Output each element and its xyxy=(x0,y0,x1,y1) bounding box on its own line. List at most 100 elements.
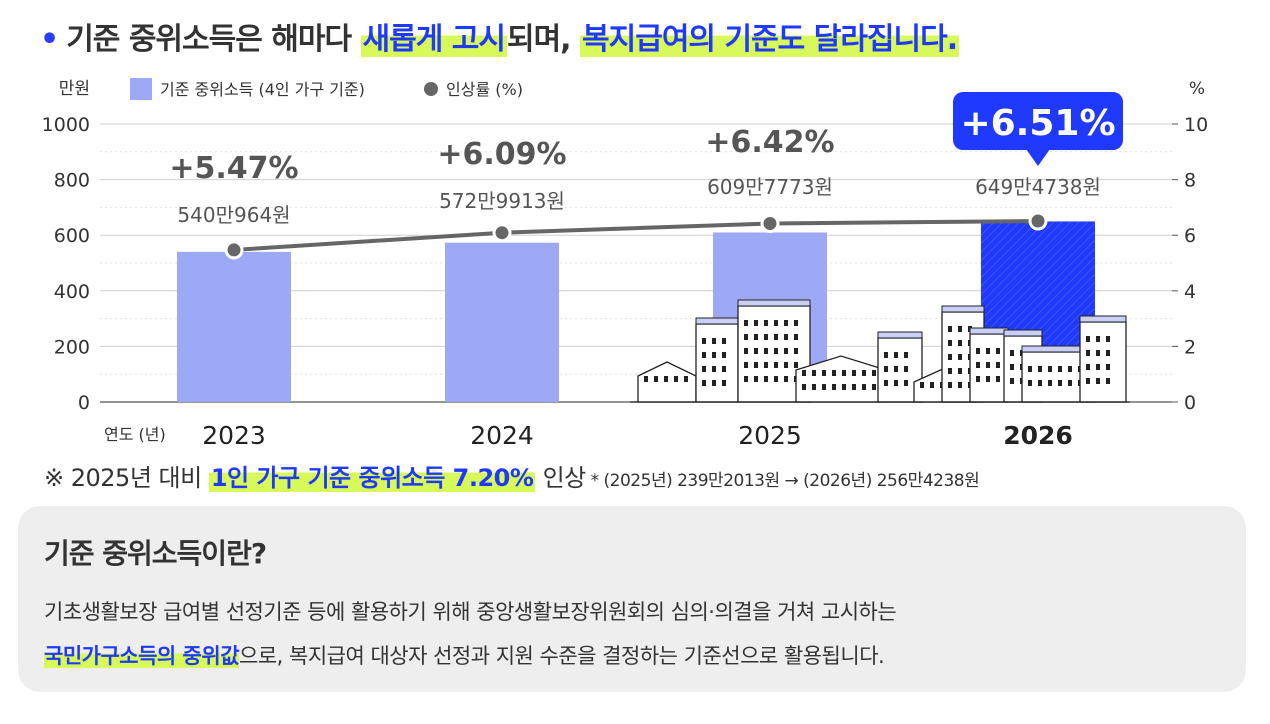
building-window xyxy=(774,334,778,340)
building-window xyxy=(1096,378,1100,384)
info-line2: 으로, 복지급여 대상자 선정과 지원 수준을 결정하는 기준선으로 활용됩니다… xyxy=(239,644,885,668)
building-window xyxy=(744,334,748,340)
bullet-icon: • xyxy=(40,22,59,57)
rate-line xyxy=(233,219,1039,252)
building-window xyxy=(872,370,876,376)
headline-part1: 기준 중위소득은 해마다 xyxy=(66,22,361,57)
building-window xyxy=(764,376,768,382)
legend-bar-swatch xyxy=(130,78,152,100)
building-window xyxy=(1096,364,1100,370)
building-window xyxy=(754,334,758,340)
building-window xyxy=(958,368,962,374)
note-highlight: 1인 가구 기준 중위소득 7.20% xyxy=(208,464,536,492)
bar-2023 xyxy=(177,251,291,402)
building-window xyxy=(976,348,980,354)
legend-line-label: 인상률 (%) xyxy=(446,80,523,99)
building-window xyxy=(948,368,952,374)
building-window xyxy=(894,380,898,386)
building-window xyxy=(996,348,1000,354)
building-window xyxy=(1096,336,1100,342)
y-left-label: 만원 xyxy=(59,79,90,99)
y-right-tick: 6 xyxy=(1184,225,1196,247)
headline-part2: 되며, xyxy=(506,22,581,57)
value-label-2024: 572만9913원 xyxy=(439,189,565,213)
building-shape xyxy=(1079,321,1127,403)
building-window xyxy=(764,348,768,354)
building-window xyxy=(784,376,788,382)
building-window xyxy=(644,376,648,382)
value-label-2023: 540만964원 xyxy=(177,203,290,227)
building-window xyxy=(754,362,758,368)
rate-point-2023 xyxy=(224,240,244,260)
note-prefix: ※ 2025년 대비 xyxy=(44,464,209,492)
building-roof xyxy=(969,327,1009,335)
building-roof xyxy=(1003,329,1043,337)
building-window xyxy=(712,380,716,386)
building-window xyxy=(996,376,1000,382)
building-window xyxy=(884,366,888,372)
building-window xyxy=(986,362,990,368)
building-window xyxy=(722,338,726,344)
building-window xyxy=(744,320,748,326)
building-window xyxy=(1086,336,1090,342)
building-window xyxy=(1010,378,1014,384)
building-window xyxy=(784,320,788,326)
building-window xyxy=(754,376,758,382)
info-text: 기초생활보장 급여별 선정기준 등에 활용하기 위해 중앙생활보장위원회의 심의… xyxy=(44,590,1224,678)
building xyxy=(969,327,1009,403)
building-window xyxy=(1058,380,1062,386)
building-window xyxy=(744,376,748,382)
building xyxy=(1079,315,1127,403)
building-window xyxy=(702,352,706,358)
building-window xyxy=(1028,380,1032,386)
building-window xyxy=(754,348,758,354)
building-window xyxy=(744,348,748,354)
building-window xyxy=(822,370,826,376)
building-window xyxy=(702,380,706,386)
building-roof xyxy=(877,331,923,339)
building-window xyxy=(1028,366,1032,372)
x-axis-label: 연도 (년) xyxy=(104,425,166,444)
building-window xyxy=(996,362,1000,368)
building-window xyxy=(1058,366,1062,372)
legend-line-swatch xyxy=(424,82,438,96)
building-window xyxy=(1096,350,1100,356)
building-window xyxy=(784,334,788,340)
building-roof xyxy=(737,299,811,307)
building-window xyxy=(1068,380,1072,386)
y-left-tick: 800 xyxy=(54,170,90,192)
city-buildings-illustration xyxy=(630,299,1130,403)
building-window xyxy=(744,362,748,368)
building-window xyxy=(948,326,952,332)
building-window xyxy=(894,352,898,358)
building-window xyxy=(812,384,816,390)
building-window xyxy=(948,340,952,346)
y-left-tick: 0 xyxy=(78,392,90,414)
info-line1: 기초생활보장 급여별 선정기준 등에 활용하기 위해 중앙생활보장위원회의 심의… xyxy=(44,600,897,624)
note: ※ 2025년 대비 1인 가구 기준 중위소득 7.20% 인상 * (202… xyxy=(44,458,980,493)
building-window xyxy=(1086,378,1090,384)
building-window xyxy=(842,370,846,376)
building-window xyxy=(712,366,716,372)
building-window xyxy=(948,382,952,388)
building-window xyxy=(1086,350,1090,356)
building-window xyxy=(976,362,980,368)
building-window xyxy=(754,320,758,326)
building-window xyxy=(958,326,962,332)
rate-point-2026 xyxy=(1028,211,1048,231)
building-roof xyxy=(941,305,985,313)
x-tick-2025: 2025 xyxy=(738,421,802,450)
headline-highlight-1: 새롭게 고시 xyxy=(360,22,507,57)
building-window xyxy=(664,376,668,382)
rate-point-2025 xyxy=(760,214,780,234)
building-window xyxy=(674,376,678,382)
building-window xyxy=(832,370,836,376)
rate-label-2026: +6.51% xyxy=(960,103,1115,144)
x-tick-2024: 2024 xyxy=(470,421,534,450)
building-roof xyxy=(695,317,739,325)
note-suffix: 인상 xyxy=(535,464,587,492)
building-window xyxy=(712,338,716,344)
building-window xyxy=(1106,364,1110,370)
building-window xyxy=(794,362,798,368)
building-window xyxy=(884,380,888,386)
